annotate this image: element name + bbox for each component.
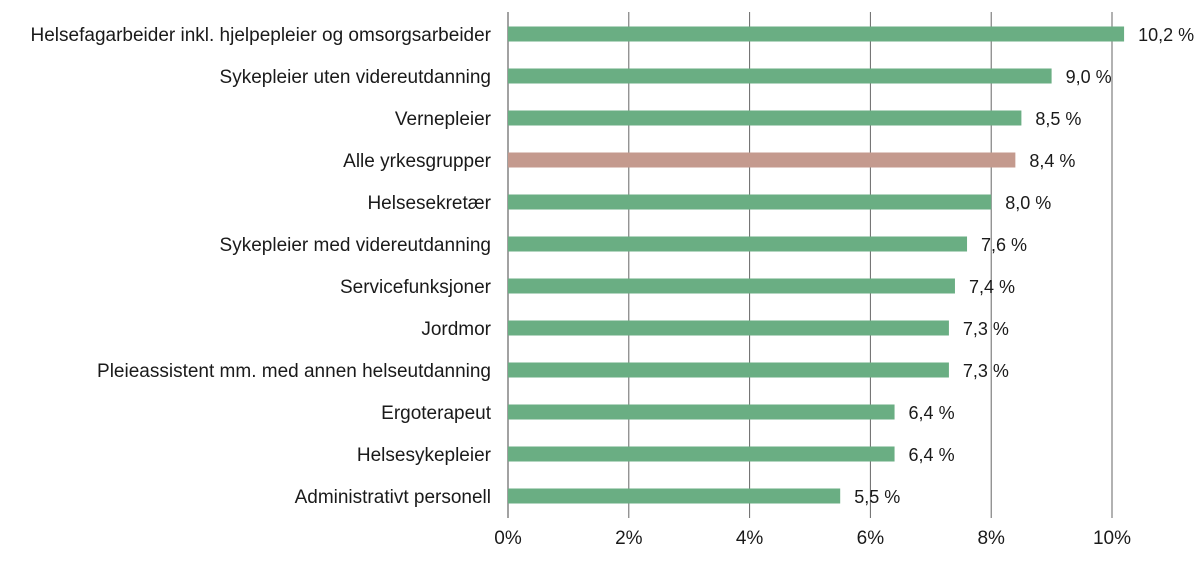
value-label: 8,5 % [1035, 109, 1081, 129]
bar [508, 26, 1125, 42]
value-label: 7,6 % [981, 235, 1027, 255]
x-axis-tick-labels: 0% 2% 4% 6% 8% 10% [494, 528, 1131, 549]
value-label: 6,4 % [909, 445, 955, 465]
x-tick-label: 10% [1093, 528, 1131, 549]
category-label: Sykepleier med videreutdanning [220, 235, 491, 256]
bar [508, 446, 895, 462]
value-label: 7,3 % [963, 319, 1009, 339]
category-label: Jordmor [421, 319, 491, 340]
bar [508, 278, 955, 294]
bar [508, 320, 949, 336]
category-labels: Helsefagarbeider inkl. hjelpepleier og o… [31, 25, 492, 508]
value-label: 6,4 % [909, 403, 955, 423]
value-label: 9,0 % [1066, 67, 1112, 87]
bars [508, 26, 1125, 504]
bar [508, 236, 968, 252]
x-tick-label: 6% [857, 528, 885, 549]
category-label: Administrativt personell [295, 487, 491, 508]
category-label: Sykepleier uten videreutdanning [220, 67, 491, 88]
category-label: Helsesekretær [367, 193, 491, 214]
category-label: Helsefagarbeider inkl. hjelpepleier og o… [31, 25, 492, 46]
x-tick-label: 2% [615, 528, 643, 549]
bar [508, 404, 895, 420]
category-label: Vernepleier [395, 109, 492, 130]
value-label: 7,3 % [963, 361, 1009, 381]
grid-lines [507, 12, 1113, 518]
bar-highlight [508, 152, 1016, 168]
bar [508, 110, 1022, 126]
x-tick-label: 4% [736, 528, 764, 549]
value-label: 8,0 % [1005, 193, 1051, 213]
category-label: Helsesykepleier [357, 445, 492, 466]
bar [508, 194, 992, 210]
value-labels: 10,2 % 9,0 % 8,5 % 8,4 % 8,0 % 7,6 % 7,4 % 7,3 … [854, 25, 1194, 507]
value-label: 10,2 % [1138, 25, 1194, 45]
bar [508, 68, 1052, 84]
value-label: 7,4 % [969, 277, 1015, 297]
value-label: 8,4 % [1029, 151, 1075, 171]
category-label: Ergoterapeut [381, 403, 492, 424]
category-label: Servicefunksjoner [340, 277, 492, 298]
bar [508, 488, 841, 504]
category-label: Pleieassistent mm. med annen helseutdann… [97, 361, 491, 382]
bar [508, 362, 949, 378]
value-label: 5,5 % [854, 487, 900, 507]
x-tick-label: 8% [977, 528, 1005, 549]
category-label: Alle yrkesgrupper [343, 151, 492, 172]
x-tick-label: 0% [494, 528, 522, 549]
